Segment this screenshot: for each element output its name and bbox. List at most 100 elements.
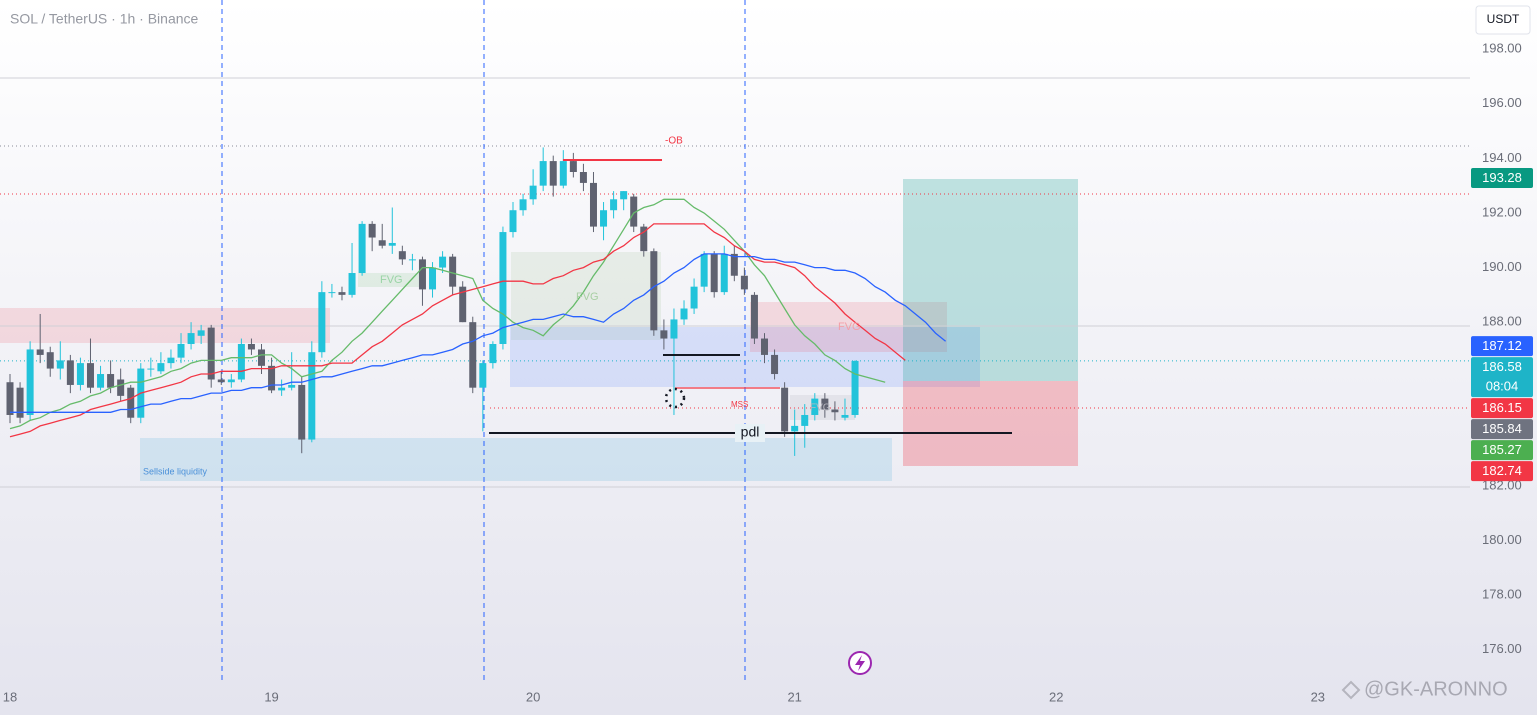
stop-zone	[903, 381, 1078, 466]
candle-body	[831, 409, 839, 413]
candle-body	[821, 398, 829, 410]
y-tick-label: 176.00	[1482, 641, 1522, 656]
price-label	[1471, 398, 1533, 419]
price-label-text: 182.74	[1482, 463, 1522, 478]
price-label	[1471, 357, 1533, 398]
candle-body	[348, 273, 356, 295]
price-label-text: 193.28	[1482, 170, 1522, 185]
candle-body	[46, 352, 54, 369]
candle-body	[217, 379, 225, 383]
y-tick-label: 198.00	[1482, 41, 1522, 56]
x-tick-label: 20	[526, 689, 540, 704]
candle-body	[227, 379, 235, 383]
candle-body	[86, 363, 94, 388]
price-label-text: 186.15	[1482, 400, 1522, 415]
candle-body	[56, 360, 64, 369]
currency[interactable]: USDT	[1487, 12, 1520, 26]
candle-body	[278, 387, 286, 391]
target-zone	[903, 179, 1078, 381]
candle-body	[449, 256, 457, 287]
plot	[0, 147, 1470, 456]
candle-body	[640, 226, 648, 252]
annotation: MSS	[731, 400, 748, 409]
candle-body	[710, 253, 718, 293]
candle-body	[258, 349, 265, 366]
currency-button[interactable]	[1475, 5, 1531, 35]
price-label-text: 185.27	[1482, 442, 1522, 457]
candle-body	[791, 425, 799, 432]
candle-body	[740, 275, 748, 290]
loading-icon	[664, 387, 686, 409]
annotation: FVG	[380, 274, 403, 286]
candle-body	[16, 387, 24, 418]
candle-body	[509, 210, 517, 233]
annotation: FVG	[576, 291, 599, 303]
annotation: pdl	[741, 424, 760, 440]
candle-body	[288, 384, 296, 388]
price-label	[1471, 168, 1533, 189]
y-tick-label: 178.00	[1482, 587, 1522, 602]
candle-body	[338, 292, 346, 295]
candle-body	[36, 349, 44, 355]
candle-body	[318, 292, 326, 353]
candle-body	[730, 253, 738, 276]
candle-body	[660, 330, 668, 339]
candle-body	[388, 242, 396, 246]
candle-body	[378, 240, 386, 246]
candle-body	[750, 294, 758, 339]
candle-body	[600, 210, 608, 227]
candle-body	[670, 319, 678, 339]
x-tick-label: 22	[1049, 689, 1063, 704]
price-label	[1471, 461, 1533, 482]
candle-body	[197, 330, 205, 336]
candle-body	[429, 267, 437, 290]
candle-body	[26, 349, 34, 415]
watermark-icon	[1341, 680, 1361, 700]
candle-body	[107, 374, 115, 388]
candle-body	[761, 338, 768, 355]
candle-body	[368, 223, 376, 238]
candle-body	[529, 185, 537, 200]
annotation: FVG	[810, 403, 831, 414]
indicator-line	[9, 223, 906, 438]
candle-body	[207, 327, 215, 380]
x-tick-label: 19	[264, 689, 278, 704]
y-tick-label: 180.00	[1482, 532, 1522, 547]
x-tick-label: 23	[1311, 689, 1325, 704]
y-tick-label: 194.00	[1482, 150, 1522, 165]
candle-body	[781, 387, 789, 432]
candle-body	[6, 382, 14, 415]
candle-body	[589, 182, 597, 227]
price-label-text: 186.58	[1482, 359, 1522, 374]
candle-body	[801, 414, 809, 426]
candle-body	[519, 199, 527, 211]
candle-body	[851, 360, 859, 415]
candle-body	[358, 223, 366, 274]
chart-title: SOL / TetherUS · 1h · Binance	[10, 11, 199, 27]
candle-body	[167, 357, 175, 364]
indicator-line	[9, 198, 886, 430]
alert-bolt	[855, 655, 865, 671]
price-label	[1471, 440, 1533, 461]
candle-body	[469, 322, 477, 388]
label-bg	[735, 424, 765, 442]
candle-body	[479, 363, 487, 388]
annotation: -OB	[665, 136, 683, 147]
x-tick-label: 21	[787, 689, 801, 704]
candle-body	[459, 286, 467, 323]
candle-body	[569, 161, 577, 172]
candle-body	[298, 384, 306, 440]
candle-body	[841, 414, 849, 418]
candle-body	[620, 191, 628, 200]
candle-body	[398, 251, 406, 260]
candle-body	[610, 199, 618, 211]
price-label-text: 185.84	[1482, 421, 1522, 436]
candle-body	[127, 387, 135, 418]
candle-body	[690, 286, 698, 309]
candle-body	[237, 344, 245, 380]
watermark: @GK-ARONNO	[1364, 678, 1508, 700]
candle-body	[76, 363, 84, 385]
candle-body	[97, 374, 105, 388]
